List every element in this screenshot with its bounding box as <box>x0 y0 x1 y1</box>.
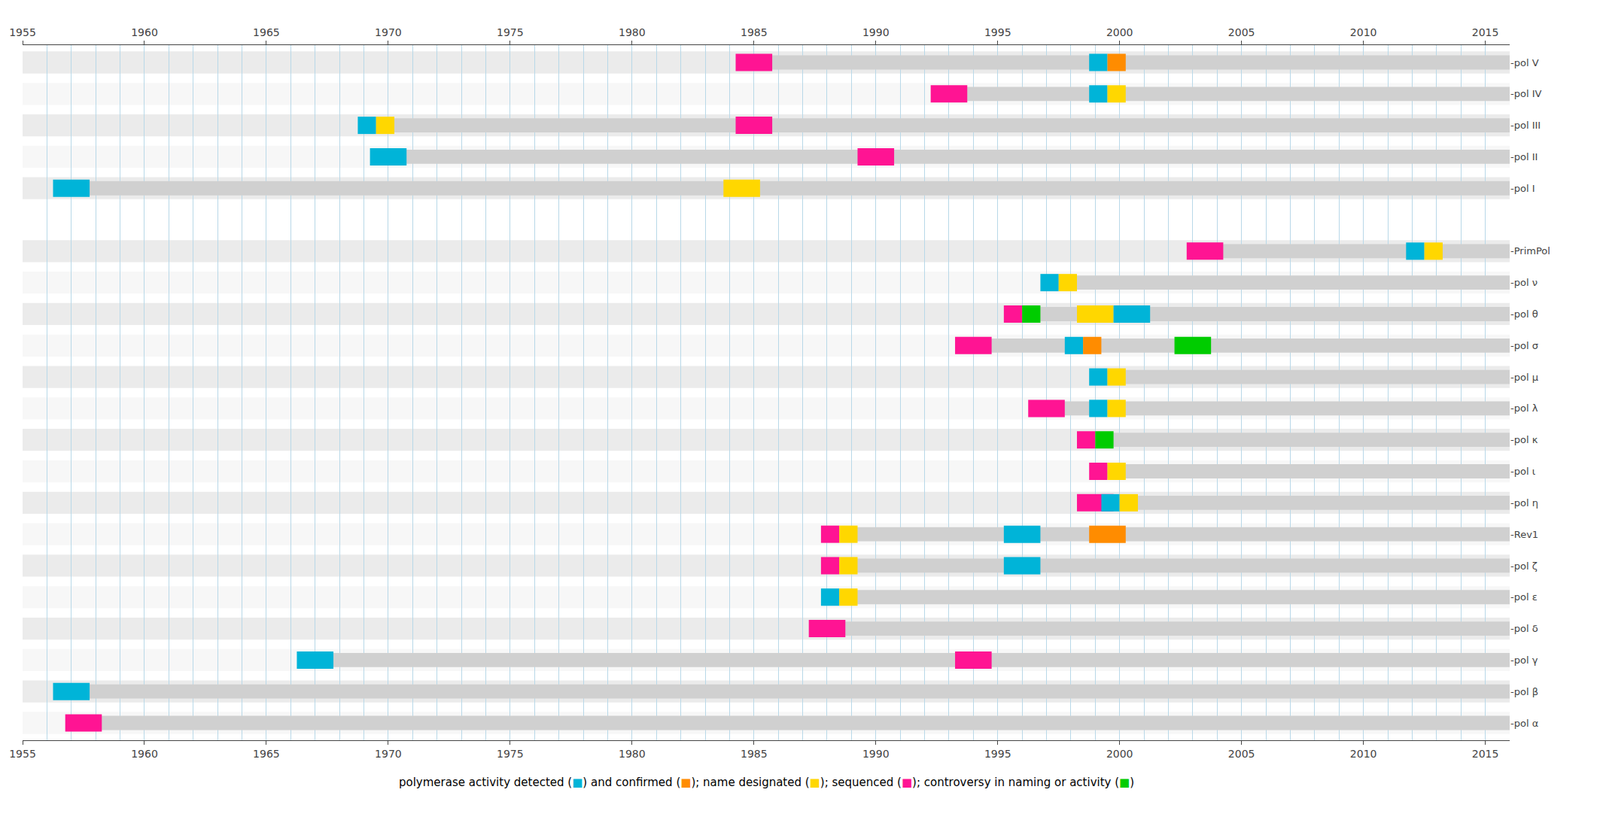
svg-text:1965: 1965 <box>252 26 280 39</box>
svg-text:1965: 1965 <box>252 748 280 761</box>
svg-text:1975: 1975 <box>496 748 524 761</box>
svg-text:-pol ζ: -pol ζ <box>1510 560 1538 572</box>
svg-text:-pol ε: -pol ε <box>1510 591 1538 603</box>
svg-text:-pol III: -pol III <box>1510 119 1541 131</box>
svg-text:-pol II: -pol II <box>1510 151 1538 163</box>
svg-text:-pol α: -pol α <box>1510 717 1539 730</box>
svg-text:-pol IV: -pol IV <box>1510 88 1542 100</box>
svg-text:1980: 1980 <box>618 26 646 39</box>
svg-text:1960: 1960 <box>130 26 159 39</box>
svg-text:1990: 1990 <box>862 748 890 761</box>
svg-text:2010: 2010 <box>1350 26 1378 39</box>
svg-text:2000: 2000 <box>1106 26 1134 39</box>
svg-text:-pol σ: -pol σ <box>1510 340 1539 352</box>
svg-text:-pol ι: -pol ι <box>1510 465 1536 478</box>
svg-text:2005: 2005 <box>1228 748 1256 761</box>
svg-text:polymerase activity detected (: polymerase activity detected (■) and con… <box>398 775 1135 790</box>
svg-text:1970: 1970 <box>374 748 402 761</box>
svg-text:2005: 2005 <box>1228 26 1256 39</box>
svg-text:-pol η: -pol η <box>1510 497 1539 509</box>
svg-text:1960: 1960 <box>130 748 159 761</box>
svg-text:1980: 1980 <box>618 748 646 761</box>
svg-text:-pol λ: -pol λ <box>1510 402 1539 414</box>
svg-text:1985: 1985 <box>740 748 768 761</box>
svg-text:2015: 2015 <box>1472 748 1500 761</box>
svg-text:-pol κ: -pol κ <box>1510 434 1539 446</box>
svg-text:-pol V: -pol V <box>1510 57 1540 69</box>
svg-text:-pol I: -pol I <box>1510 182 1535 195</box>
svg-text:-pol θ: -pol θ <box>1510 308 1539 320</box>
svg-text:-PrimPol: -PrimPol <box>1510 245 1551 257</box>
svg-text:2000: 2000 <box>1106 748 1134 761</box>
svg-text:-pol δ: -pol δ <box>1510 623 1539 635</box>
svg-text:-Rev1: -Rev1 <box>1510 529 1539 541</box>
svg-text:-pol ν: -pol ν <box>1510 276 1538 289</box>
svg-text:1970: 1970 <box>374 26 402 39</box>
svg-text:1995: 1995 <box>984 26 1012 39</box>
svg-text:2010: 2010 <box>1350 748 1378 761</box>
svg-text:1975: 1975 <box>496 26 524 39</box>
svg-text:1955: 1955 <box>9 748 37 761</box>
svg-text:-pol μ: -pol μ <box>1510 371 1539 384</box>
svg-text:1985: 1985 <box>740 26 768 39</box>
svg-text:2015: 2015 <box>1472 26 1500 39</box>
svg-text:1955: 1955 <box>9 26 37 39</box>
svg-text:-pol β: -pol β <box>1510 686 1539 698</box>
svg-text:-pol γ: -pol γ <box>1510 654 1539 667</box>
svg-text:1995: 1995 <box>984 748 1012 761</box>
svg-text:1990: 1990 <box>862 26 890 39</box>
